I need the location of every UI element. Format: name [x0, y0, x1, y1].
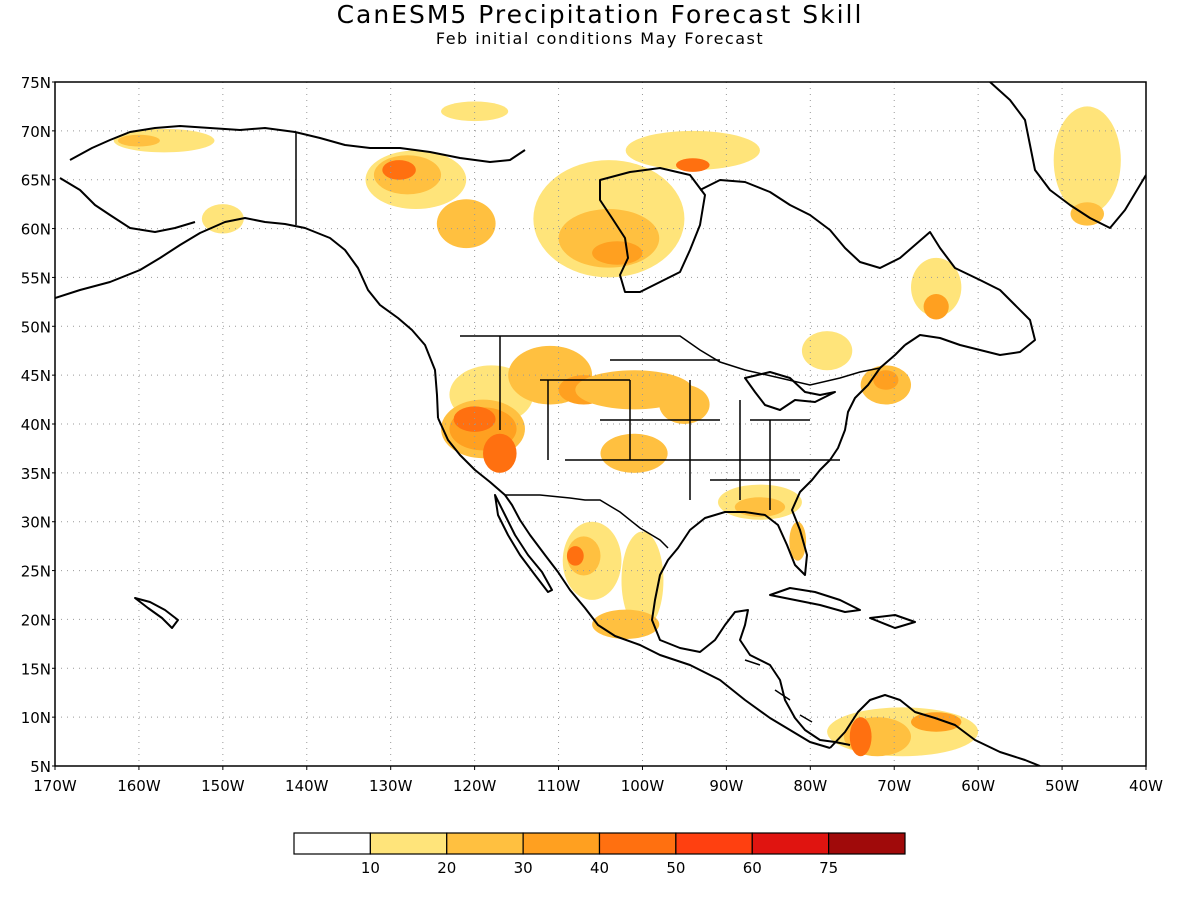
lat-label: 25N [21, 563, 51, 581]
lat-label: 65N [21, 172, 51, 190]
coastline-hawaii [134, 597, 179, 629]
lat-label: 5N [30, 758, 51, 776]
lon-label: 110W [537, 777, 581, 795]
lon-label: 100W [621, 777, 665, 795]
skill-region-iowa [659, 384, 710, 425]
lat-label: 10N [21, 709, 51, 727]
coastline-us-west [437, 417, 831, 749]
coastline-great-lakes [744, 371, 836, 411]
map-subtitle: Feb initial conditions May Forecast [435, 29, 765, 48]
border-us-states [499, 336, 840, 510]
coastline-cuba [769, 587, 861, 613]
skill-region-hudson-west-core [592, 241, 643, 265]
colorbar-swatch [598, 832, 677, 855]
skill-fill-layer [113, 101, 1121, 757]
colorbar-swatch [751, 832, 830, 855]
longitude-labels: 170W 160W 150W 140W 130W 120W 110W 100W 90W 80W 70… [33, 766, 1163, 795]
latitude-labels: 75N 70N 65N 60N 55N 50N 45N 40N 35N 30N 25N 20N 15N 1… [21, 74, 55, 776]
lon-label: 90W [709, 777, 743, 795]
lon-label: 60W [961, 777, 995, 795]
coastline-labrador [699, 179, 1036, 356]
lat-label: 75N [21, 74, 51, 92]
colorbar-swatch [369, 832, 448, 855]
coastline-us-east [651, 344, 906, 746]
lon-label: 140W [285, 777, 329, 795]
colorbar-label: 20 [437, 859, 456, 877]
skill-region-baffin-core [676, 158, 710, 172]
lon-label: 160W [117, 777, 161, 795]
coastline-greenland [989, 82, 1146, 229]
skill-region-arctic-islands [441, 101, 509, 122]
skill-region-alaska-south [201, 204, 244, 234]
colorbar-swatch [522, 832, 601, 855]
lon-label: 130W [369, 777, 413, 795]
lat-label: 20N [21, 611, 51, 629]
coastline-baja [494, 494, 553, 593]
coastline-alaska [55, 217, 439, 419]
skill-region-mexico-south [592, 609, 660, 639]
colorbar-label: 75 [819, 859, 838, 877]
skill-region-socal-core [483, 433, 517, 473]
colorbar-swatch [675, 832, 753, 855]
skill-region-labrador-core [923, 294, 949, 320]
skill-region-greenland [1053, 106, 1121, 214]
lon-label: 80W [793, 777, 827, 795]
lon-label: 150W [201, 777, 245, 795]
coastline-layer [55, 82, 1146, 766]
skill-region-nevada-core [453, 406, 496, 432]
lon-label: 40W [1129, 777, 1163, 795]
map-title: CanESM5 Precipitation Forecast Skill [336, 0, 864, 29]
lat-label: 60N [21, 221, 51, 239]
skill-region-alaska-north-core [117, 134, 160, 147]
colorbar-label: 50 [666, 859, 685, 877]
skill-region-kansas [600, 433, 668, 473]
lat-label: 35N [21, 465, 51, 483]
skill-region-yukon-core [382, 160, 416, 180]
colorbar-label: 60 [743, 859, 762, 877]
lat-label: 30N [21, 514, 51, 532]
skill-region-mexico-north-mid [566, 536, 601, 576]
border-us-mexico [505, 494, 669, 549]
lon-label: 120W [453, 777, 497, 795]
coastline-south-america [829, 694, 1041, 766]
lat-label: 55N [21, 269, 51, 287]
lon-label: 50W [1045, 777, 1079, 795]
colorbar-label: 40 [590, 859, 609, 877]
colorbar-label: 10 [361, 859, 380, 877]
colorbar-swatch [446, 832, 524, 855]
colorbar-swatch [828, 832, 906, 855]
coastline-hudson-bay [599, 167, 706, 293]
border-central-america [744, 659, 813, 723]
grid-layer [55, 82, 1146, 766]
lat-label: 70N [21, 123, 51, 141]
coastline-alaska-sw [59, 177, 196, 233]
colorbar-label: 30 [514, 859, 533, 877]
skill-region-venezuela-east [911, 712, 962, 732]
lon-label: 170W [33, 777, 77, 795]
colorbar: 10 20 30 40 50 60 75 [293, 832, 906, 877]
skill-region-colombia-core [849, 717, 872, 757]
colorbar-swatch [293, 832, 371, 855]
political-border-layer [295, 132, 881, 723]
coastline-hispaniola [869, 614, 916, 629]
lat-label: 40N [21, 416, 51, 434]
skill-region-mexico-core [566, 546, 584, 566]
skill-region-newengland-core [873, 370, 899, 390]
lat-label: 50N [21, 318, 51, 336]
lat-label: 15N [21, 660, 51, 678]
border-us-canada [460, 335, 881, 386]
skill-region-quebec-south [801, 331, 853, 371]
skill-region-nwt [436, 199, 496, 249]
lat-label: 45N [21, 367, 51, 385]
coastline-alaska-west [69, 125, 526, 163]
skill-region-florida [789, 521, 807, 561]
lon-label: 70W [877, 777, 911, 795]
skill-region-labrador [911, 257, 962, 317]
